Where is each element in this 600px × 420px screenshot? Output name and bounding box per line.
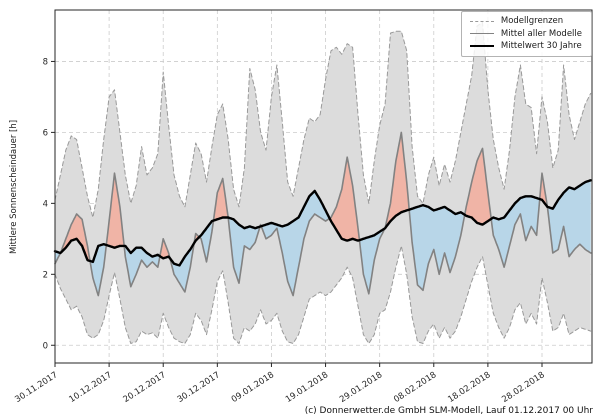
model-range-band [55,22,591,344]
gray-line-swatch-icon [469,33,494,35]
x-tick-label: 09.01.2018 [230,370,276,405]
x-tick-label: 20.12.2017 [122,370,168,405]
above-climate-fill [55,132,591,266]
x-tick-label: 29.01.2018 [338,370,384,405]
copyright-caption: (c) Donnerwetter.de GmbH SLM-Modell, Lau… [304,406,593,416]
y-tick-label: 0 [43,341,48,351]
climate-mean-line [53,179,592,267]
legend: Modellgrenzen Mittel aller Modelle Mitte… [460,11,592,57]
y-axis-label: Mittlere Sonnenscheindauer [h] [9,119,19,255]
x-tick-label: 10.12.2017 [67,370,113,405]
model-min-line [54,245,592,344]
x-tick-label: 30.12.2017 [176,370,222,405]
legend-label: Mittelwert 30 Jahre [500,41,582,51]
model-max-line [54,21,592,218]
y-tick-label: 2 [43,270,48,280]
dashed-line-swatch-icon [469,20,494,22]
y-tick-label: 8 [43,57,48,67]
legend-item-modellgrenzen: Modellgrenzen [469,16,582,26]
x-tick-label: 30.11.2017 [13,370,59,405]
legend-label: Mittel aller Modelle [500,28,582,39]
legend-item-mittelwert-30-jahre: Mittelwert 30 Jahre [469,41,582,51]
legend-item-mittel-aller-modelle: Mittel aller Modelle [469,28,582,39]
x-tick-label: 19.01.2018 [284,370,330,405]
x-tick-label: 18.02.2018 [446,370,492,405]
legend-label: Modellgrenzen [500,16,564,26]
black-line-swatch-icon [469,45,494,48]
plot-border [54,9,593,364]
x-tick-label: 08.02.2018 [392,370,438,405]
below-climate-fill [55,180,591,296]
y-tick-label: 6 [43,128,48,138]
y-tick-label: 4 [43,199,48,209]
model-mean-line [54,131,592,297]
x-tick-label: 28.02.2018 [500,370,546,405]
